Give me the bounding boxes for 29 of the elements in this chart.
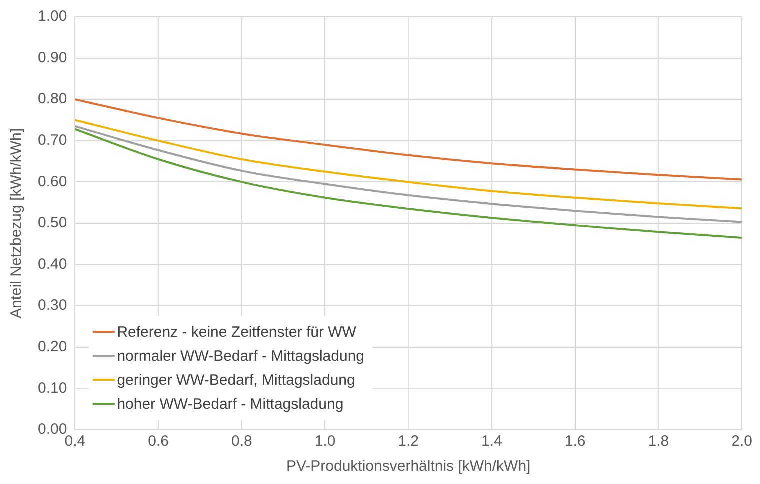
- y-tick-label: 0.30: [38, 297, 68, 314]
- line-series: [75, 128, 742, 239]
- y-tick-label: 1.00: [38, 8, 68, 26]
- x-tick-label: 0.6: [148, 433, 169, 450]
- x-tick-label: 1.0: [314, 433, 336, 450]
- y-tick-label: 0.10: [38, 380, 68, 397]
- y-tick-label: 0.20: [38, 338, 68, 356]
- x-tick-label: 1.8: [648, 433, 670, 450]
- x-tick-label: 0.8: [231, 433, 252, 450]
- x-tick-label: 1.2: [398, 433, 420, 450]
- legend-label: Referenz - keine Zeitfenster für WW: [117, 324, 356, 340]
- y-tick-label: 0.70: [38, 132, 68, 150]
- x-tick-label: 1.6: [564, 433, 586, 450]
- legend-label: geringer WW-Bedarf, Mittagsladung: [117, 372, 356, 388]
- x-tick-label: 2.0: [732, 433, 752, 450]
- x-tick-label: 1.4: [482, 433, 502, 450]
- x-axis-title: PV-Produktionsverhältnis [kWh/kWh]: [286, 458, 531, 476]
- y-tick-label: 0.90: [38, 49, 68, 66]
- y-axis-title: Anteil Netzbezug [kWh/kWh]: [8, 128, 26, 319]
- legend-label: normaler WW-Bedarf - Mittagsladung: [117, 348, 364, 364]
- y-tick-label: 0.40: [38, 256, 68, 273]
- legend-label: hoher WW-Bedarf - Mittagsladung: [117, 396, 344, 412]
- line-series: [75, 125, 742, 224]
- y-tick-label: 0.60: [38, 173, 68, 190]
- y-tick-label: 0.80: [38, 90, 68, 108]
- line-series: [75, 98, 742, 181]
- y-tick-label: 0.50: [38, 214, 68, 232]
- line-series: [75, 119, 742, 210]
- x-tick-label: 0.4: [64, 433, 86, 450]
